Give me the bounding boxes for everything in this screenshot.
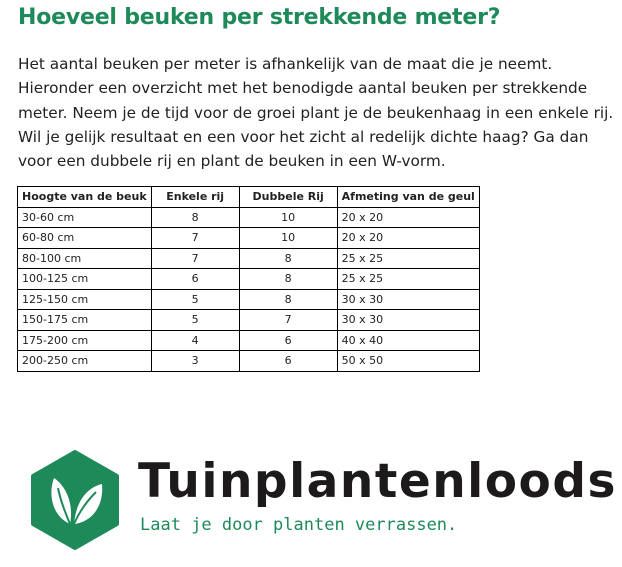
table-row: 200-250 cm 3 6 50 x 50 bbox=[17, 350, 480, 372]
cell-afmeting: 25 x 25 bbox=[336, 268, 480, 290]
cell-afmeting: 40 x 40 bbox=[336, 329, 480, 351]
table-row: 30-60 cm 8 10 20 x 20 bbox=[17, 206, 480, 228]
tuinplantenloods-logo: Tuinplantenloods Laat je door planten ve… bbox=[30, 450, 620, 550]
cell-enkele-rij: 7 bbox=[150, 247, 240, 269]
table-row: 175-200 cm 4 6 40 x 40 bbox=[17, 329, 480, 351]
table-row: 80-100 cm 7 8 25 x 25 bbox=[17, 247, 480, 269]
cell-hoogte: 100-125 cm bbox=[17, 268, 152, 290]
cell-hoogte: 60-80 cm bbox=[17, 227, 152, 249]
cell-hoogte: 125-150 cm bbox=[17, 288, 152, 310]
cell-hoogte: 150-175 cm bbox=[17, 309, 152, 331]
table-row: 60-80 cm 7 10 20 x 20 bbox=[17, 227, 480, 249]
cell-dubbele-rij: 10 bbox=[238, 227, 338, 249]
cell-afmeting: 20 x 20 bbox=[336, 227, 480, 249]
cell-enkele-rij: 5 bbox=[150, 288, 240, 310]
page-title: Hoeveel beuken per strekkende meter? bbox=[18, 5, 501, 30]
cell-enkele-rij: 7 bbox=[150, 227, 240, 249]
cell-dubbele-rij: 6 bbox=[238, 329, 338, 351]
beuken-table: Hoogte van de beuk Enkele rij Dubbele Ri… bbox=[17, 186, 480, 372]
cell-hoogte: 30-60 cm bbox=[17, 206, 152, 228]
cell-dubbele-rij: 8 bbox=[238, 247, 338, 269]
cell-dubbele-rij: 6 bbox=[238, 350, 338, 372]
cell-hoogte: 175-200 cm bbox=[17, 329, 152, 351]
cell-dubbele-rij: 8 bbox=[238, 288, 338, 310]
cell-afmeting: 20 x 20 bbox=[336, 206, 480, 228]
table-header-row: Hoogte van de beuk Enkele rij Dubbele Ri… bbox=[17, 186, 480, 208]
cell-dubbele-rij: 10 bbox=[238, 206, 338, 228]
cell-enkele-rij: 6 bbox=[150, 268, 240, 290]
cell-afmeting: 30 x 30 bbox=[336, 309, 480, 331]
intro-paragraph: Het aantal beuken per meter is afhankeli… bbox=[18, 55, 614, 171]
header-afmeting: Afmeting van de geul bbox=[336, 186, 480, 208]
cell-hoogte: 80-100 cm bbox=[17, 247, 152, 269]
cell-afmeting: 30 x 30 bbox=[336, 288, 480, 310]
table-row: 125-150 cm 5 8 30 x 30 bbox=[17, 288, 480, 310]
header-hoogte: Hoogte van de beuk bbox=[17, 186, 152, 208]
header-dubbele-rij: Dubbele Rij bbox=[238, 186, 338, 208]
brand-name: Tuinplantenloods bbox=[138, 454, 617, 509]
leaf-hexagon-icon bbox=[31, 450, 119, 550]
cell-enkele-rij: 8 bbox=[150, 206, 240, 228]
cell-afmeting: 25 x 25 bbox=[336, 247, 480, 269]
cell-afmeting: 50 x 50 bbox=[336, 350, 480, 372]
cell-dubbele-rij: 8 bbox=[238, 268, 338, 290]
cell-enkele-rij: 4 bbox=[150, 329, 240, 351]
table-row: 150-175 cm 5 7 30 x 30 bbox=[17, 309, 480, 331]
header-enkele-rij: Enkele rij bbox=[150, 186, 240, 208]
brand-tagline: Laat je door planten verrassen. bbox=[140, 515, 458, 535]
cell-enkele-rij: 5 bbox=[150, 309, 240, 331]
table-row: 100-125 cm 6 8 25 x 25 bbox=[17, 268, 480, 290]
cell-enkele-rij: 3 bbox=[150, 350, 240, 372]
cell-dubbele-rij: 7 bbox=[238, 309, 338, 331]
cell-hoogte: 200-250 cm bbox=[17, 350, 152, 372]
